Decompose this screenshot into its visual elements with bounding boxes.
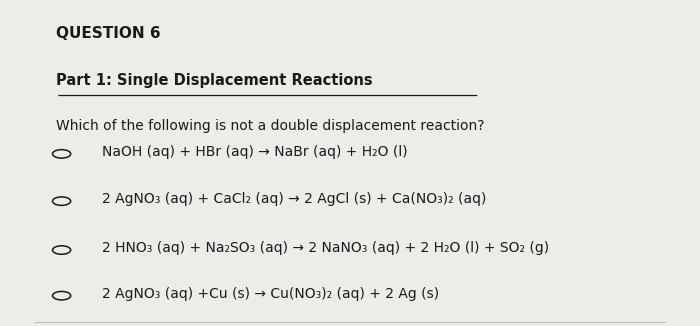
Text: 2 AgNO₃ (aq) +Cu (s) → Cu(NO₃)₂ (aq) + 2 Ag (s): 2 AgNO₃ (aq) +Cu (s) → Cu(NO₃)₂ (aq) + 2…: [102, 287, 439, 301]
Text: QUESTION 6: QUESTION 6: [56, 26, 160, 41]
Text: 2 HNO₃ (aq) + Na₂SO₃ (aq) → 2 NaNO₃ (aq) + 2 H₂O (l) + SO₂ (g): 2 HNO₃ (aq) + Na₂SO₃ (aq) → 2 NaNO₃ (aq)…: [102, 241, 549, 255]
Text: 2 AgNO₃ (aq) + CaCl₂ (aq) → 2 AgCl (s) + Ca(NO₃)₂ (aq): 2 AgNO₃ (aq) + CaCl₂ (aq) → 2 AgCl (s) +…: [102, 192, 486, 206]
Text: Part 1: Single Displacement Reactions: Part 1: Single Displacement Reactions: [56, 73, 372, 88]
Text: NaOH (aq) + HBr (aq) → NaBr (aq) + H₂O (l): NaOH (aq) + HBr (aq) → NaBr (aq) + H₂O (…: [102, 145, 407, 159]
Text: Which of the following is not a double displacement reaction?: Which of the following is not a double d…: [56, 119, 484, 133]
